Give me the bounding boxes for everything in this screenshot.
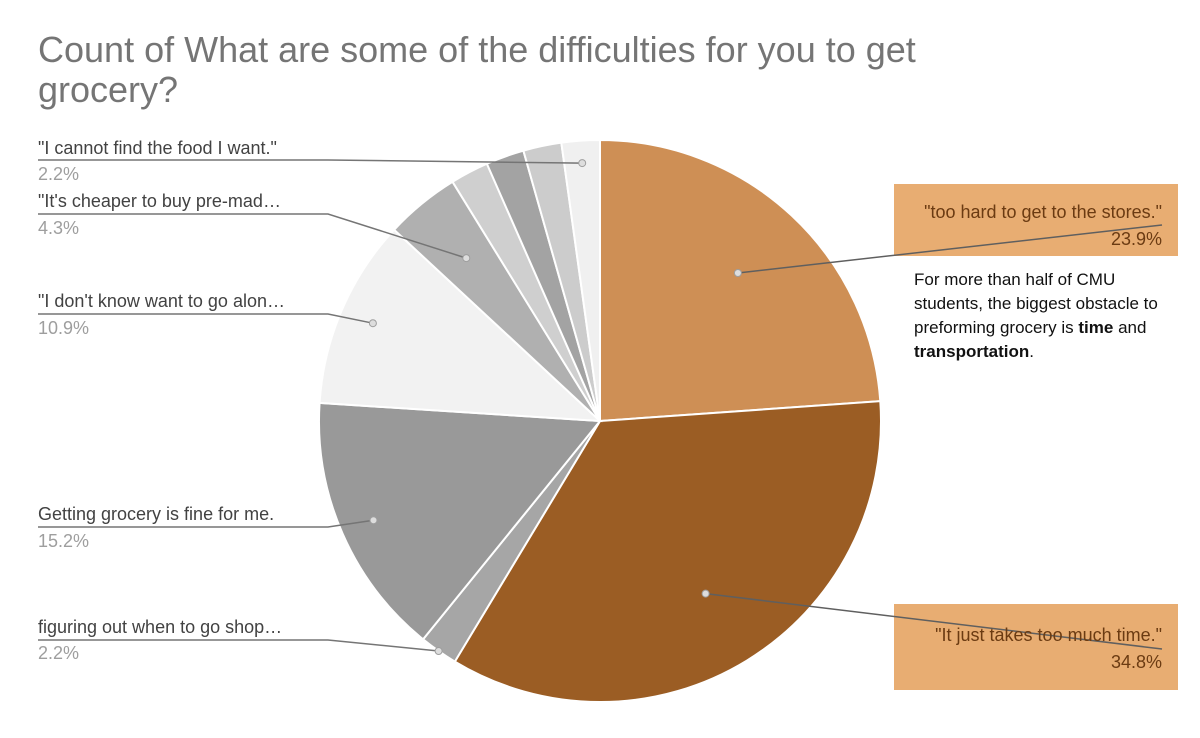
leader-dot-3 bbox=[369, 516, 378, 525]
slice-label-5: "It's cheaper to buy pre-mad… bbox=[38, 191, 281, 211]
note-bold-transportation: transportation bbox=[914, 342, 1030, 361]
pie-slice-4 bbox=[318, 228, 603, 423]
slice-percent-1: 34.8% bbox=[1110, 652, 1162, 672]
slice-percent-3: 15.2% bbox=[38, 531, 90, 551]
pie-slice-3 bbox=[318, 401, 602, 641]
slice-label-1: "It just takes too much time." bbox=[935, 625, 1162, 645]
highlight-box-stores bbox=[894, 184, 1178, 256]
leader-dot-4 bbox=[368, 319, 377, 328]
leader-line-5 bbox=[38, 213, 467, 259]
slice-percent-0: 23.9% bbox=[1110, 229, 1162, 249]
slice-percent-5: 4.3% bbox=[38, 218, 80, 238]
note-text: For more than half of CMU students, the … bbox=[914, 270, 1158, 337]
leader-line-1 bbox=[705, 592, 1163, 650]
pie-slice-0 bbox=[599, 138, 882, 423]
leader-line-3 bbox=[38, 519, 374, 528]
leader-line-4 bbox=[38, 313, 374, 324]
leader-dot-2 bbox=[434, 647, 443, 655]
slice-label-4: "I don't know want to go alon… bbox=[38, 291, 285, 311]
leader-line-9 bbox=[38, 159, 583, 164]
slice-label-3: Getting grocery is fine for me. bbox=[38, 504, 275, 524]
slice-label-2: figuring out when to go shop… bbox=[38, 617, 283, 637]
pie-slice-9 bbox=[560, 138, 601, 422]
leader-dot-0 bbox=[733, 269, 742, 277]
pie-slice-1 bbox=[453, 400, 882, 703]
note-bold-time: time bbox=[1078, 318, 1114, 337]
highlight-box-time bbox=[894, 604, 1178, 690]
note-text-end: . bbox=[1029, 342, 1034, 361]
slice-percent-9: 2.2% bbox=[38, 164, 80, 184]
slice-percent-2: 2.2% bbox=[38, 643, 80, 663]
leader-dot-9 bbox=[578, 159, 587, 168]
annotation-note: For more than half of CMU students, the … bbox=[914, 268, 1184, 364]
slice-label-9: "I cannot find the food I want." bbox=[38, 138, 277, 158]
leader-dot-5 bbox=[462, 254, 471, 263]
chart-title: Count of What are some of the difficulti… bbox=[38, 29, 916, 110]
leader-dot-1 bbox=[701, 589, 710, 598]
leader-line-2 bbox=[38, 639, 439, 652]
slice-label-0: "too hard to get to the stores." bbox=[924, 202, 1162, 222]
slice-percent-4: 10.9% bbox=[38, 318, 90, 338]
leader-line-0 bbox=[737, 224, 1163, 274]
note-text-and: and bbox=[1113, 318, 1147, 337]
